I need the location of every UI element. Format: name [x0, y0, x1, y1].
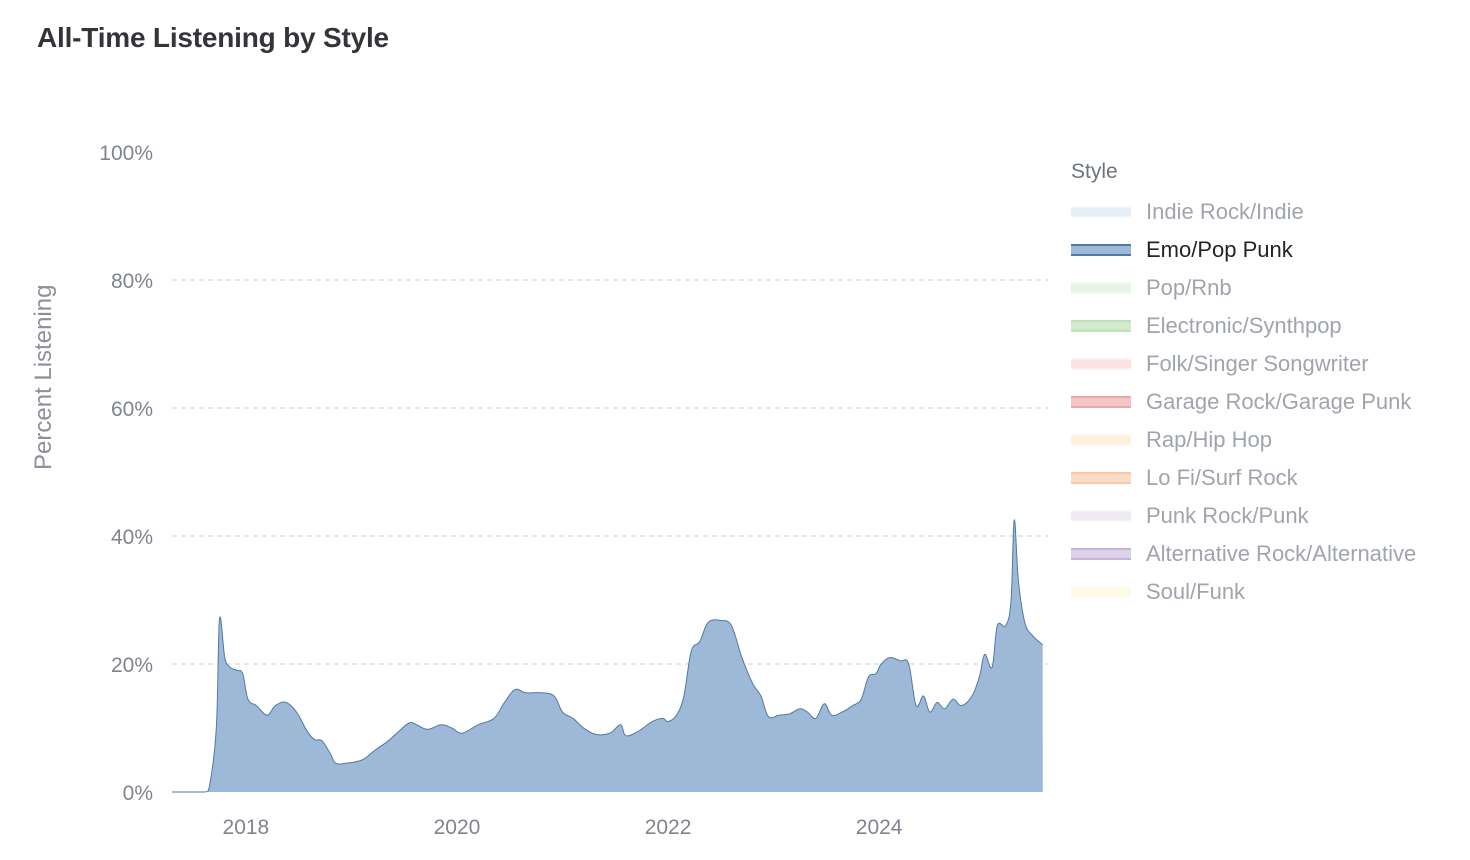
y-tick-label: 60% — [111, 398, 153, 421]
legend-item[interactable]: Punk Rock/Punk — [1071, 497, 1416, 535]
legend-item[interactable]: Lo Fi/Surf Rock — [1071, 459, 1416, 497]
legend-item[interactable]: Indie Rock/Indie — [1071, 193, 1416, 231]
legend-items: Indie Rock/Indie Emo/Pop Punk Pop/Rnb Elect… — [1071, 193, 1416, 611]
legend-label: Emo/Pop Punk — [1146, 237, 1293, 262]
gridlines — [172, 279, 1048, 665]
legend-label: Garage Rock/Garage Punk — [1146, 389, 1412, 414]
legend-label: Lo Fi/Surf Rock — [1146, 465, 1298, 490]
legend: Style Indie Rock/Indie Emo/Pop Punk Pop/Rn… — [1071, 160, 1416, 611]
axes: 0% 20% 40% 60% 80% 100% 2018 2020 2022 2024 — [99, 142, 903, 839]
legend-swatch — [1071, 244, 1131, 256]
y-tick-label: 0% — [123, 782, 153, 805]
legend-item[interactable]: Soul/Funk — [1071, 573, 1416, 611]
x-tick-label: 2020 — [434, 816, 481, 839]
y-tick-label: 40% — [111, 526, 153, 549]
x-tick-label: 2018 — [223, 816, 270, 839]
legend-swatch — [1071, 320, 1131, 332]
series-line — [171, 519, 1044, 793]
legend-item[interactable]: Garage Rock/Garage Punk — [1071, 383, 1416, 421]
legend-swatch — [1071, 434, 1131, 446]
legend-item[interactable]: Pop/Rnb — [1071, 269, 1416, 307]
legend-swatch — [1071, 358, 1131, 370]
legend-item[interactable]: Alternative Rock/Alternative — [1071, 535, 1416, 573]
y-tick-label: 80% — [111, 270, 153, 293]
y-tick-label: 20% — [111, 654, 153, 677]
legend-label: Electronic/Synthpop — [1146, 313, 1342, 338]
legend-item[interactable]: Rap/Hip Hop — [1071, 421, 1416, 459]
y-axis-label: Percent Listening — [30, 284, 57, 470]
legend-item[interactable]: Electronic/Synthpop — [1071, 307, 1416, 345]
legend-label: Folk/Singer Songwriter — [1146, 351, 1369, 376]
legend-label: Pop/Rnb — [1146, 275, 1232, 300]
series-area — [171, 519, 1044, 793]
legend-swatch — [1071, 510, 1131, 522]
y-tick-label: 100% — [99, 142, 153, 165]
legend-swatch — [1071, 282, 1131, 294]
legend-label: Indie Rock/Indie — [1146, 199, 1304, 224]
x-tick-label: 2022 — [645, 816, 692, 839]
legend-swatch — [1071, 396, 1131, 408]
chart-title: All-Time Listening by Style — [37, 22, 389, 53]
legend-swatch — [1071, 586, 1131, 598]
legend-swatch — [1071, 206, 1131, 218]
legend-item[interactable]: Emo/Pop Punk — [1071, 231, 1416, 269]
legend-label: Soul/Funk — [1146, 579, 1246, 604]
legend-swatch — [1071, 472, 1131, 484]
legend-label: Alternative Rock/Alternative — [1146, 541, 1417, 566]
legend-label: Rap/Hip Hop — [1146, 427, 1272, 452]
legend-title: Style — [1071, 160, 1118, 183]
legend-label: Punk Rock/Punk — [1146, 503, 1309, 528]
legend-item[interactable]: Folk/Singer Songwriter — [1071, 345, 1416, 383]
series-area-fill — [172, 519, 1043, 792]
x-tick-label: 2024 — [856, 816, 903, 839]
legend-swatch — [1071, 548, 1131, 560]
